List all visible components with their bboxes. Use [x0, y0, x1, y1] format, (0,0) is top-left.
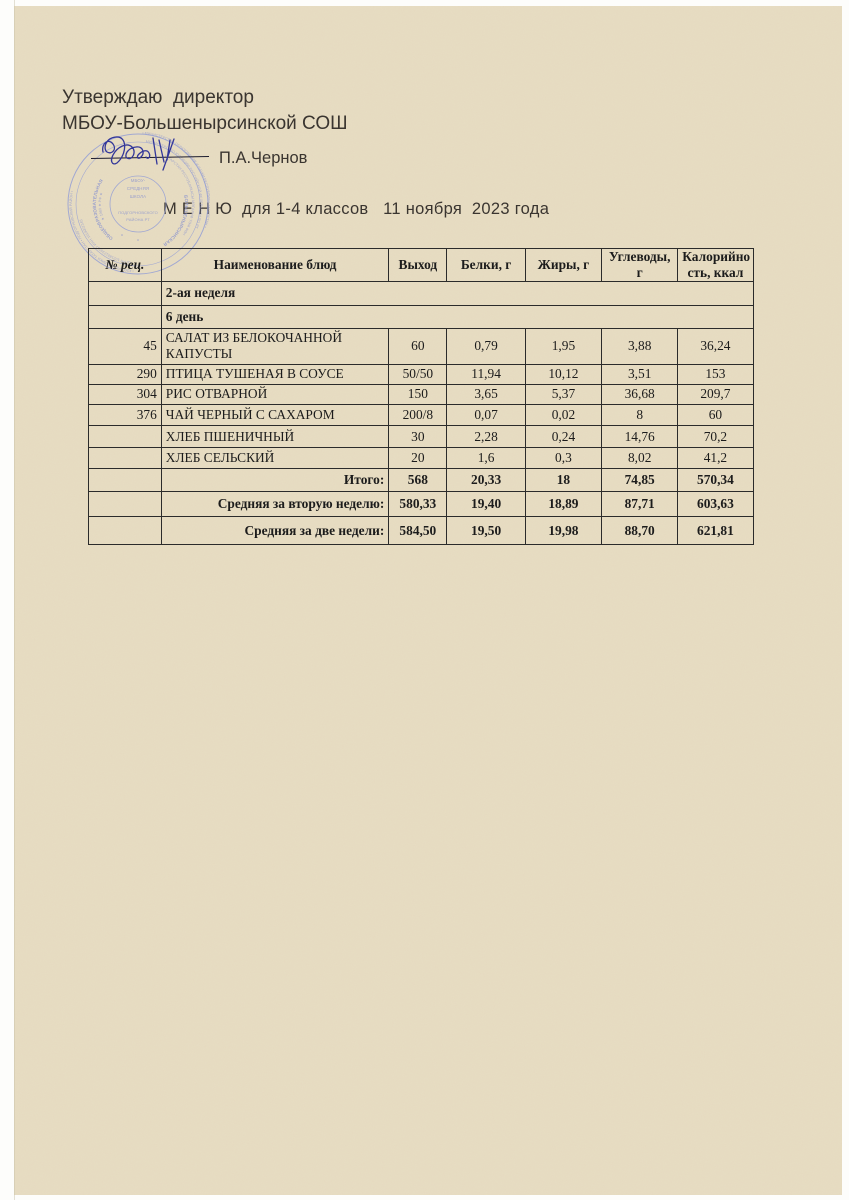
svg-text:★ 1989 ★ РФ ★: ★ 1989 ★ РФ ★ [98, 191, 106, 221]
svg-text:ПОДГОРНОВСКОГО: ПОДГОРНОВСКОГО [118, 210, 158, 215]
svg-text:СРЕДНЯЯ: СРЕДНЯЯ [127, 186, 149, 191]
svg-text:ШКОЛА: ШКОЛА [130, 194, 146, 199]
svg-text:РАЙОНА РТ: РАЙОНА РТ [126, 217, 150, 222]
svg-text:МБОУ-: МБОУ- [131, 178, 146, 183]
svg-text:БОЛЬШЕНЫРСИНСКАЯ: БОЛЬШЕНЫРСИНСКАЯ [163, 195, 189, 247]
